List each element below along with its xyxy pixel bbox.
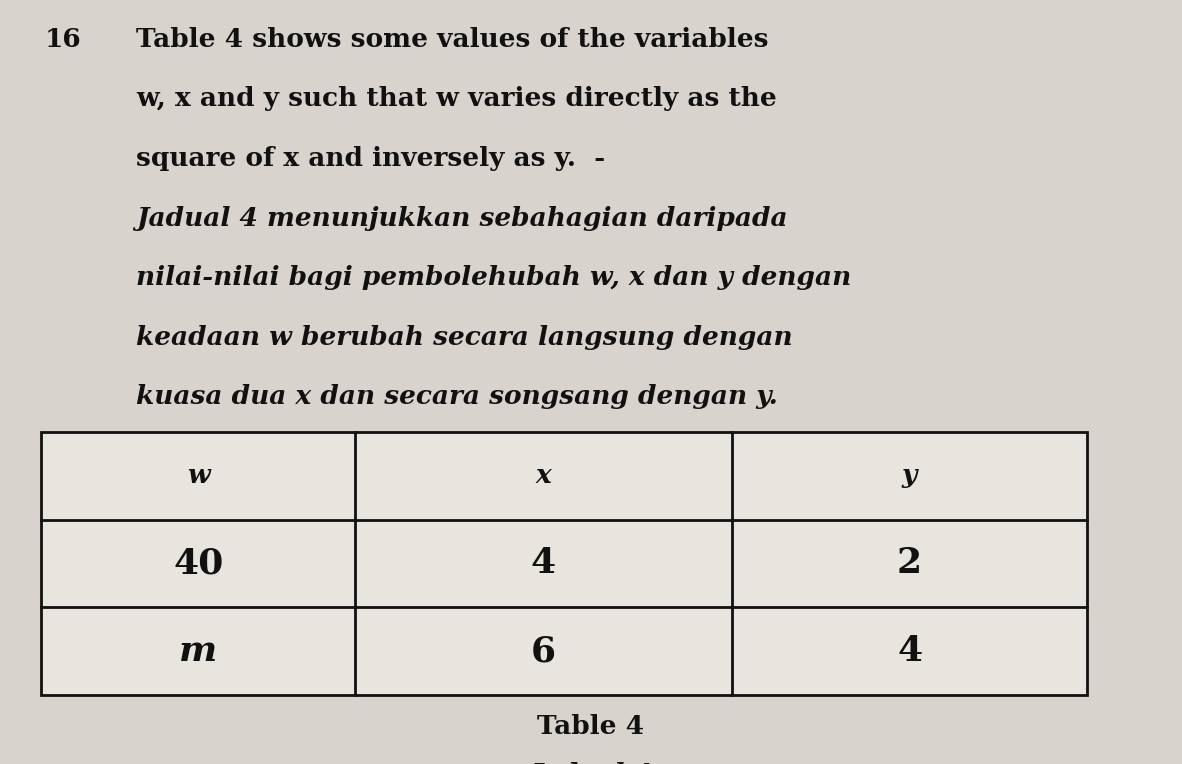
Text: m: m: [180, 634, 217, 668]
Text: 40: 40: [173, 546, 223, 581]
Bar: [41, 432, 1087, 695]
Text: nilai-nilai bagi pembolehubah w, x dan y dengan: nilai-nilai bagi pembolehubah w, x dan y…: [136, 265, 851, 290]
Text: Table 4: Table 4: [538, 714, 644, 740]
Text: x: x: [535, 463, 551, 488]
Text: y: y: [902, 463, 917, 488]
Text: keadaan w berubah secara langsung dengan: keadaan w berubah secara langsung dengan: [136, 325, 793, 350]
Text: Jadual 4 menunjukkan sebahagian daripada: Jadual 4 menunjukkan sebahagian daripada: [136, 206, 787, 231]
Text: 16: 16: [45, 27, 82, 52]
Text: w, x and y such that w varies directly as the: w, x and y such that w varies directly a…: [136, 86, 777, 112]
Text: 6: 6: [531, 634, 556, 668]
Text: kuasa dua x dan secara songsang dengan y.: kuasa dua x dan secara songsang dengan y…: [136, 384, 778, 410]
Text: square of x and inversely as y.  -: square of x and inversely as y. -: [136, 146, 605, 171]
Text: Jadual 4: Jadual 4: [530, 762, 652, 764]
Text: 4: 4: [897, 634, 922, 668]
Text: 4: 4: [531, 546, 556, 581]
Text: Table 4 shows some values of the variables: Table 4 shows some values of the variabl…: [136, 27, 768, 52]
Text: w: w: [187, 463, 209, 488]
Text: 2: 2: [897, 546, 922, 581]
Bar: [41, 432, 1087, 695]
